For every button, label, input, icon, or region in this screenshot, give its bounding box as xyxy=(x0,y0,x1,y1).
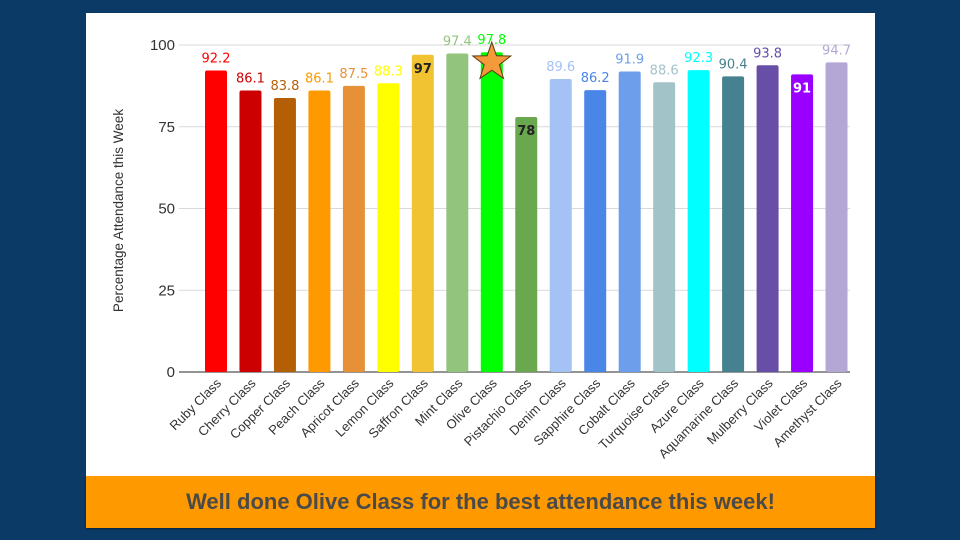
data-label: 91 xyxy=(793,81,811,96)
y-tick-label: 75 xyxy=(158,119,175,136)
data-label: 87.5 xyxy=(339,67,368,82)
bar xyxy=(411,54,434,373)
data-label: 97.8 xyxy=(477,33,506,48)
data-label: 88.6 xyxy=(650,63,679,78)
data-label: 86.2 xyxy=(581,71,610,86)
data-label: 94.7 xyxy=(822,43,851,58)
data-label: 86.1 xyxy=(305,71,334,86)
data-label: 88.3 xyxy=(374,64,403,79)
y-axis-title: Percentage Attendance this Week xyxy=(111,109,126,312)
data-label: 90.4 xyxy=(719,57,748,72)
data-label: 91.9 xyxy=(615,52,644,67)
data-label: 97 xyxy=(414,62,432,77)
bar xyxy=(687,70,710,372)
bar xyxy=(618,71,641,372)
bar xyxy=(480,52,503,372)
y-tick-label: 0 xyxy=(167,364,175,381)
data-label: 97.4 xyxy=(443,35,472,50)
bar xyxy=(377,83,400,372)
bar xyxy=(515,116,538,372)
bar xyxy=(722,76,745,372)
data-label: 86.1 xyxy=(236,71,265,86)
y-tick-label: 50 xyxy=(158,201,175,218)
bar xyxy=(825,62,848,373)
y-tick-label: 100 xyxy=(150,37,175,54)
data-label: 93.8 xyxy=(753,46,782,61)
bar xyxy=(239,90,262,372)
data-label: 83.8 xyxy=(270,79,299,94)
y-tick-label: 25 xyxy=(158,282,175,299)
bar xyxy=(342,85,365,372)
bar xyxy=(308,90,331,372)
data-label: 78 xyxy=(517,124,535,139)
data-label: 92.2 xyxy=(202,52,231,67)
bar xyxy=(584,90,607,372)
bar xyxy=(205,70,227,373)
bar xyxy=(549,79,572,373)
bar xyxy=(653,82,676,372)
bar xyxy=(756,65,779,373)
congratulations-banner: Well done Olive Class for the best atten… xyxy=(86,476,875,528)
banner-text: Well done Olive Class for the best atten… xyxy=(186,489,775,514)
bar xyxy=(273,97,296,372)
data-label: 92.3 xyxy=(684,51,713,66)
bar xyxy=(791,74,814,373)
bar xyxy=(446,53,469,372)
star-icon xyxy=(471,40,513,80)
data-label: 89.6 xyxy=(546,60,575,75)
